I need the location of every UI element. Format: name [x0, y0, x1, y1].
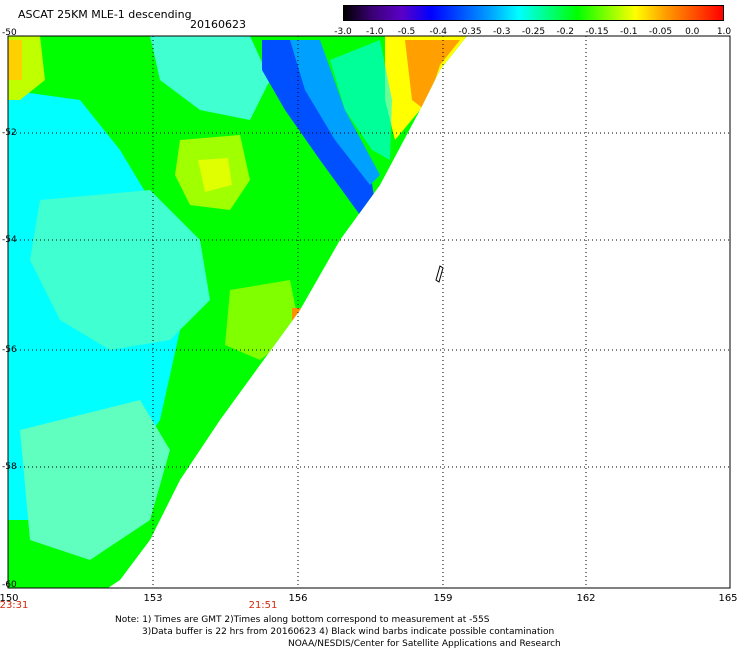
lat-label-54: -54 — [2, 235, 17, 245]
colorbar-tick: -0.5 — [397, 27, 416, 37]
map-frame — [7, 35, 731, 589]
grid — [8, 36, 730, 588]
time-label-west: 23:31 — [0, 600, 29, 611]
colorbar-tick: -0.15 — [585, 27, 609, 37]
lon-label-150: 150 — [0, 593, 19, 604]
note-line-3: NOAA/NESDIS/Center for Satellite Applica… — [288, 639, 561, 649]
lon-label-165: 165 — [718, 593, 738, 604]
lime-patch-south — [225, 280, 300, 360]
time-label-center: 21:51 — [248, 600, 278, 611]
cyan-region-center — [30, 190, 210, 350]
lat-label-50: -50 — [2, 28, 17, 38]
map-title: ASCAT 25KM MLE-1 descending — [18, 8, 192, 21]
colorbar-tick: -3.0 — [334, 27, 352, 37]
colorbar-tick: -0.2 — [556, 27, 575, 37]
light-blue-band — [290, 40, 380, 185]
note-line-2: 3)Data buffer is 22 hrs from 20160623 4)… — [142, 627, 555, 637]
lon-label-162: 162 — [576, 593, 596, 604]
colorbar-tick: -0.05 — [648, 27, 673, 37]
yellow-patch-west — [8, 40, 22, 80]
colorbar-tick: -0.1 — [619, 27, 638, 37]
orange-edge-ne — [405, 40, 460, 110]
orange-dot-edge — [292, 308, 302, 322]
colorbar — [343, 5, 724, 21]
blue-band — [262, 40, 376, 215]
island-outline — [435, 265, 444, 283]
colorbar-tick: -0.25 — [521, 27, 546, 37]
map-date: 20160623 — [190, 18, 246, 31]
colorbar-tick: 0.0 — [685, 27, 700, 37]
yellow-patch-center — [198, 158, 232, 192]
note-line-1: Note: 1) Times are GMT 2)Times along bot… — [115, 615, 490, 625]
cyan-region-south — [20, 400, 170, 560]
lat-label-52: -52 — [2, 128, 17, 138]
colorbar-tick: 1.0 — [716, 27, 732, 37]
colorbar-tick: -0.35 — [458, 27, 482, 37]
colorbar-tick: -0.3 — [492, 27, 511, 37]
lon-label-153: 153 — [143, 593, 163, 604]
cyan-region-north — [150, 36, 270, 120]
cyan-band-ne — [330, 40, 392, 160]
blue-dot-edge — [220, 420, 228, 430]
lat-label-56: -56 — [2, 345, 17, 355]
colorbar-tick: -0.4 — [429, 27, 448, 37]
lat-label-60: -60 — [2, 580, 17, 590]
lat-label-58: -58 — [2, 462, 17, 472]
lon-label-156: 156 — [288, 593, 308, 604]
lon-label-159: 159 — [433, 593, 453, 604]
colorbar-tick: -1.0 — [365, 27, 384, 37]
wind-field — [8, 36, 467, 588]
